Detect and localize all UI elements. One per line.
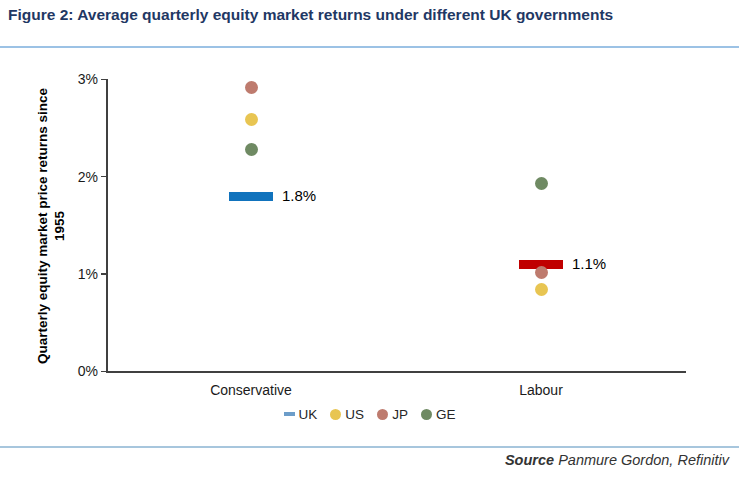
legend-label: UK [299, 407, 318, 422]
source-label: Source [505, 452, 554, 468]
dot-icon [377, 409, 388, 420]
data-point-jp-labour [535, 266, 548, 279]
legend-label: GE [436, 407, 456, 422]
x-category-label: Conservative [181, 382, 321, 398]
legend-label: US [345, 407, 364, 422]
data-point-ge-conservative [245, 143, 258, 156]
data-point-us-labour [535, 283, 548, 296]
y-axis-title: Quarterly equity market price returns si… [34, 79, 68, 372]
chart-area: Quarterly equity market price returns si… [0, 0, 739, 484]
y-tick-label: 1% [58, 265, 98, 283]
legend-item-us: US [330, 407, 364, 422]
dot-icon [330, 409, 341, 420]
y-axis-title-line1: Quarterly equity market price returns si… [35, 87, 50, 363]
legend-item-ge: GE [421, 407, 456, 422]
footer-divider [0, 446, 739, 448]
dot-icon [421, 409, 432, 420]
data-label-uk-conservative: 1.8% [282, 187, 316, 205]
legend-item-jp: JP [377, 407, 408, 422]
y-axis-title-line2: 1955 [52, 210, 67, 240]
y-tick-label: 2% [58, 168, 98, 186]
legend-item-uk: UK [284, 407, 318, 422]
data-point-uk-conservative [229, 192, 273, 201]
y-axis-title-wrap: Quarterly equity market price returns si… [24, 79, 78, 372]
legend: UK US JP GE [0, 406, 739, 422]
data-point-jp-conservative [245, 81, 258, 94]
y-tick-label: 0% [58, 362, 98, 380]
y-axis-line [106, 79, 108, 372]
x-category-label: Labour [471, 382, 611, 398]
data-point-us-conservative [245, 113, 258, 126]
source-note: Source Panmure Gordon, Refinitiv [505, 452, 729, 468]
y-tick-label: 3% [58, 70, 98, 88]
x-axis-line [106, 371, 686, 373]
data-label-uk-labour: 1.1% [572, 255, 606, 273]
legend-label: JP [392, 407, 408, 422]
data-point-ge-labour [535, 177, 548, 190]
dash-icon [284, 412, 295, 416]
source-text: Panmure Gordon, Refinitiv [558, 452, 729, 468]
